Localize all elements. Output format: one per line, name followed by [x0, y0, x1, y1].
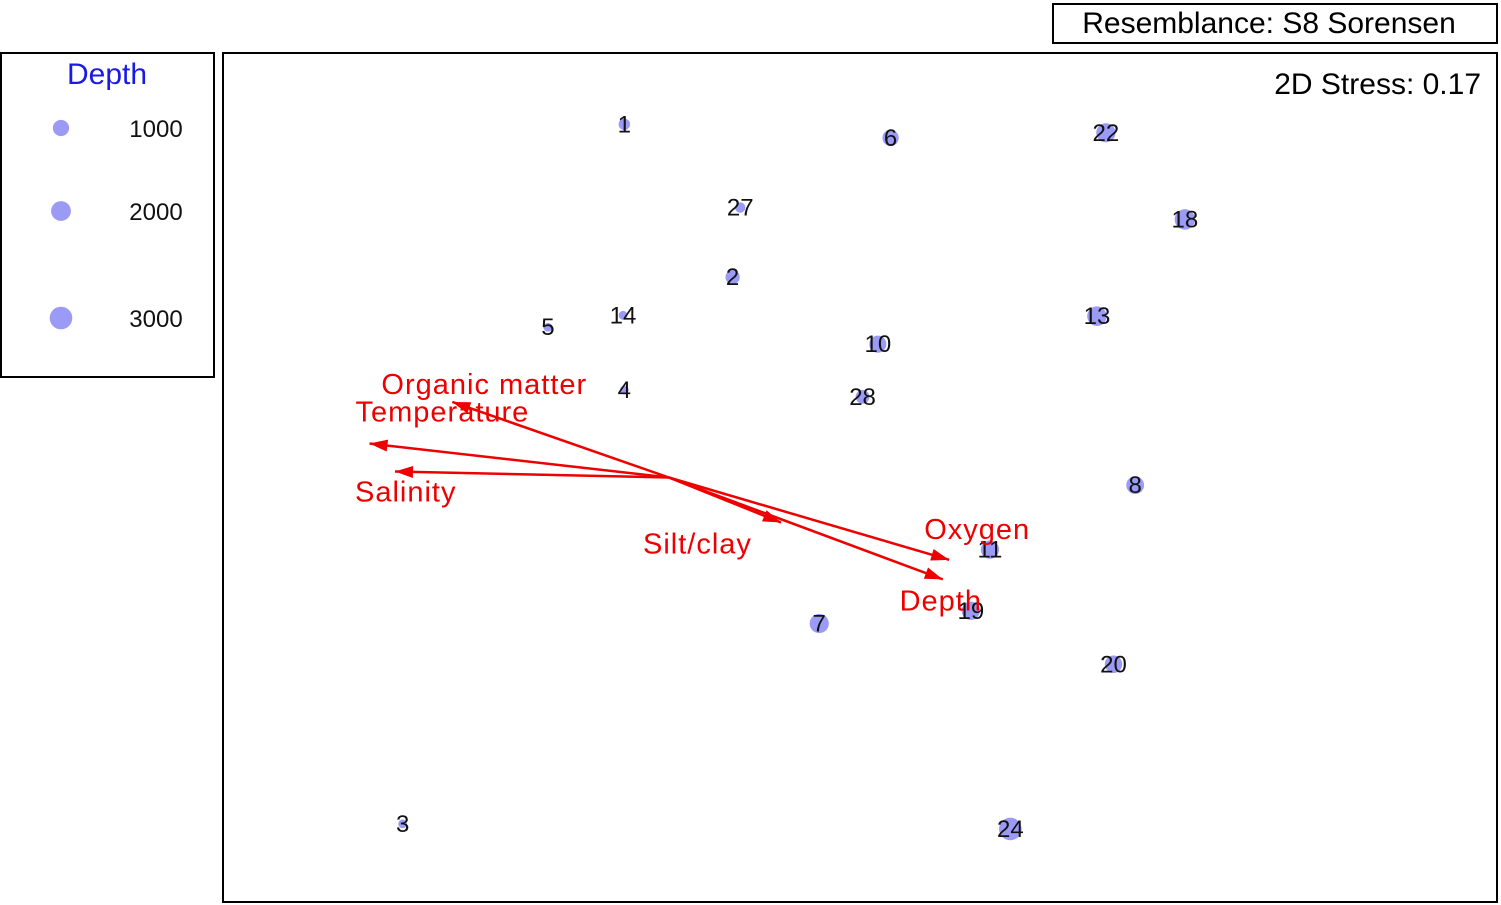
vector-line-depth [668, 476, 944, 581]
sample-label-13: 13 [1084, 303, 1111, 330]
sample-bubble-13 [1087, 306, 1107, 326]
sample-bubble-5 [543, 322, 553, 332]
sample-label-6: 6 [884, 125, 897, 152]
bubble-layer: 1 6 22 18 27 2 13 5 14 10 4 28 8 11 7 19 20 3 24 [396, 111, 1198, 843]
legend-bubble-1000 [52, 119, 70, 137]
stress-text: 2D Stress: 0.17 [1274, 68, 1481, 101]
sample-label-1: 1 [618, 111, 631, 138]
sample-bubble-14 [618, 310, 628, 320]
plot-frame [222, 52, 1498, 903]
legend-label-2000: 2000 [129, 199, 182, 226]
vector-label-salinity: Salinity [355, 477, 457, 509]
vector-label-silt-clay: Silt/clay [643, 528, 752, 560]
legend-frame [0, 52, 215, 378]
sample-bubble-28 [855, 389, 870, 404]
sample-bubble-4 [619, 385, 629, 395]
sample-label-5: 5 [541, 314, 554, 341]
sample-label-19: 19 [957, 598, 984, 625]
sample-bubble-18 [1174, 209, 1196, 230]
vector-arrowhead-salinity [394, 465, 414, 478]
sample-bubble-24 [999, 817, 1022, 841]
resemblance-text: Resemblance: S8 Sorensen [1082, 7, 1456, 40]
sample-label-20: 20 [1100, 651, 1127, 678]
sample-label-28: 28 [849, 384, 876, 411]
vector-label-oxygen: Oxygen [924, 514, 1030, 546]
sample-label-4: 4 [618, 377, 631, 404]
legend: Depth 1000 2000 3000 [0, 52, 215, 378]
sample-bubble-2 [725, 269, 740, 285]
vector-line-temperature [369, 442, 670, 479]
vector-arrowhead-depth [923, 567, 943, 580]
sample-label-2: 2 [726, 264, 739, 291]
vector-label-temperature: Temperature [356, 397, 530, 429]
vector-arrowhead-organic-matter [452, 401, 472, 414]
sample-bubble-20 [1104, 655, 1123, 674]
sample-label-3: 3 [396, 811, 409, 838]
sample-bubble-1 [618, 118, 631, 131]
sample-bubble-3 [398, 819, 408, 829]
sample-bubble-22 [1096, 123, 1116, 143]
sample-label-8: 8 [1129, 472, 1142, 499]
sample-bubble-7 [809, 613, 829, 634]
vector-label-depth: Depth [900, 585, 982, 617]
sample-label-18: 18 [1172, 206, 1199, 233]
vector-label-organic-matter: Organic matter [381, 369, 587, 401]
sample-bubble-19 [961, 601, 980, 620]
vector-line-organic-matter [451, 400, 670, 479]
sample-bubble-27 [735, 202, 746, 213]
legend-label-1000: 1000 [129, 116, 182, 143]
sample-label-11: 11 [977, 537, 1002, 564]
sample-label-27: 27 [727, 195, 754, 222]
legend-bubble-2000 [51, 201, 71, 221]
sample-bubble-10 [869, 335, 887, 353]
vector-line-oxygen [668, 476, 950, 562]
legend-label-3000: 3000 [129, 306, 182, 333]
vector-arrowhead-oxygen [930, 549, 950, 561]
sample-bubble-6 [882, 129, 899, 147]
resemblance-box: Resemblance: S8 Sorensen [1052, 3, 1498, 44]
vector-line-salinity [394, 470, 669, 479]
sample-bubble-8 [1126, 476, 1145, 495]
legend-title: Depth [67, 58, 147, 91]
legend-bubble-3000 [49, 306, 73, 330]
sample-label-22: 22 [1093, 120, 1120, 147]
resemblance-frame [1052, 3, 1498, 44]
sample-bubble-11 [980, 540, 1000, 559]
sample-label-10: 10 [864, 331, 891, 358]
sample-label-14: 14 [610, 302, 637, 329]
sample-label-24: 24 [997, 816, 1024, 843]
vector-arrowhead-temperature [369, 439, 389, 452]
sample-label-7: 7 [813, 611, 826, 638]
